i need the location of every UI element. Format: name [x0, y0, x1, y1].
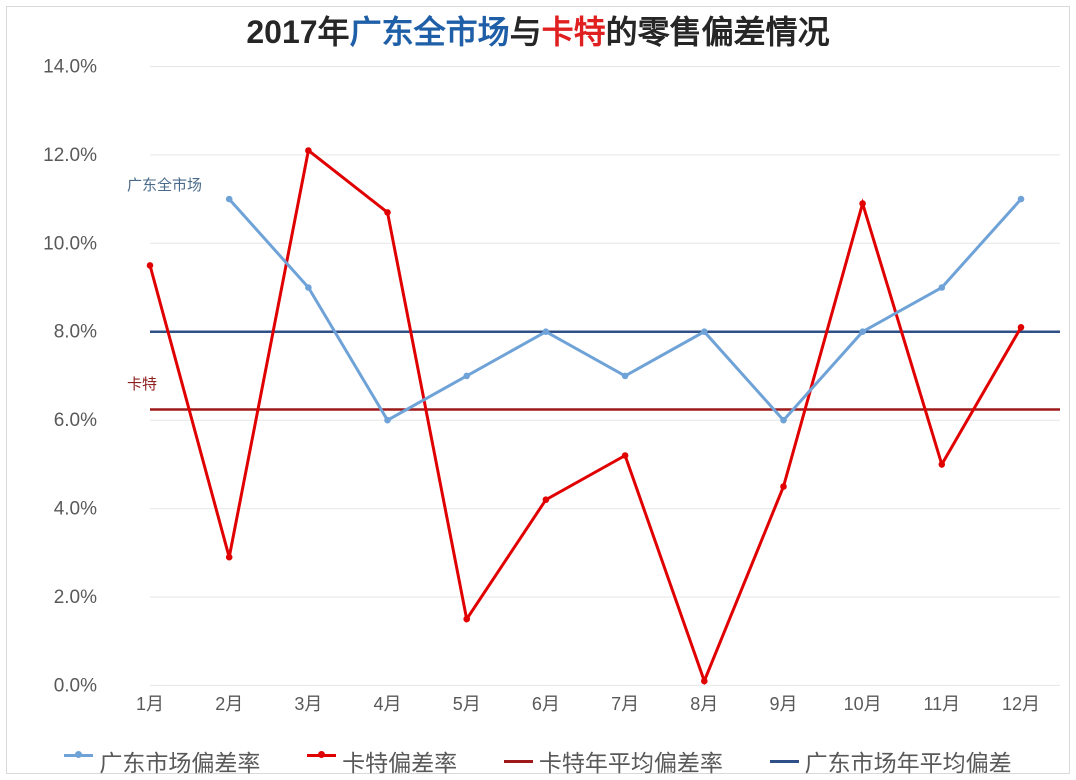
svg-text:9月: 9月 — [769, 694, 797, 714]
svg-text:11月: 11月 — [923, 694, 960, 714]
svg-text:14.0%: 14.0% — [43, 57, 97, 78]
svg-text:2.0%: 2.0% — [54, 587, 97, 608]
svg-text:8.0%: 8.0% — [54, 322, 97, 343]
svg-text:0.0%: 0.0% — [54, 675, 97, 696]
svg-text:6.0%: 6.0% — [54, 410, 97, 431]
svg-text:12月: 12月 — [1002, 694, 1040, 714]
svg-text:卡特: 卡特 — [127, 376, 157, 393]
svg-text:10月: 10月 — [844, 694, 882, 714]
svg-text:5月: 5月 — [453, 694, 481, 714]
svg-text:4.0%: 4.0% — [54, 499, 97, 520]
svg-text:1月: 1月 — [136, 694, 164, 714]
svg-text:2月: 2月 — [215, 694, 243, 714]
svg-text:10.0%: 10.0% — [43, 233, 97, 254]
svg-text:12.0%: 12.0% — [43, 145, 97, 166]
svg-text:6月: 6月 — [532, 694, 560, 714]
svg-text:广东全市场: 广东全市场 — [127, 176, 202, 194]
svg-text:4月: 4月 — [373, 694, 401, 714]
svg-text:7月: 7月 — [611, 694, 639, 714]
svg-text:8月: 8月 — [690, 694, 718, 714]
svg-text:3月: 3月 — [294, 694, 322, 714]
